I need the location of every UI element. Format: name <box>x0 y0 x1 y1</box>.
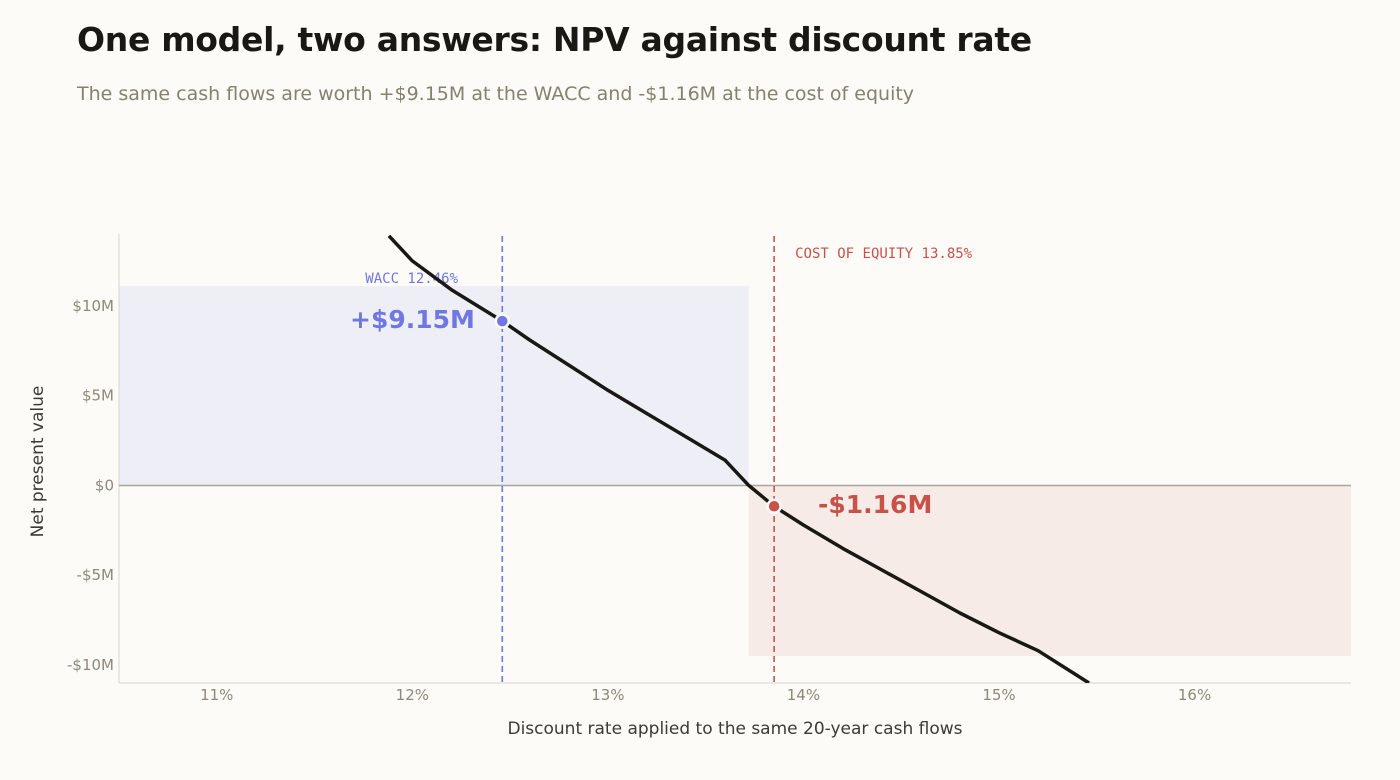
x-tick-label: 14% <box>787 686 820 704</box>
x-tick-label: 13% <box>591 686 624 704</box>
x-tick-label: 15% <box>982 686 1015 704</box>
y-tick-label: -$10M <box>67 656 114 674</box>
cost-of-equity-line-label: COST OF EQUITY 13.85% <box>795 246 973 262</box>
cost-of-equity-value-label: -$1.16M <box>818 490 932 519</box>
cost-of-equity-point <box>766 498 782 515</box>
chart-subtitle: The same cash flows are worth +$9.15M at… <box>77 83 915 105</box>
x-axis-title: Discount rate applied to the same 20-yea… <box>507 719 962 739</box>
negative-band <box>748 485 1351 657</box>
wacc-value-label: +$9.15M <box>350 305 475 334</box>
positive-band <box>119 286 749 486</box>
chart-title: One model, two answers: NPV against disc… <box>77 20 1032 59</box>
axes <box>118 234 1351 684</box>
x-tick-label: 16% <box>1178 686 1211 704</box>
wacc-point <box>494 313 511 329</box>
y-tick-label: $5M <box>82 387 114 405</box>
y-tick-label: $10M <box>72 297 114 315</box>
reference-lines: WACC 12.46% COST OF EQUITY 13.85% <box>365 236 973 683</box>
x-tick-label: 11% <box>200 686 233 704</box>
marker-group: +$9.15M -$1.16M <box>350 305 932 519</box>
wacc-line-label: WACC 12.46% <box>365 271 458 287</box>
x-tick-label: 12% <box>396 686 429 704</box>
shaded-bands <box>119 286 1351 657</box>
y-tick-label: -$5M <box>77 566 114 584</box>
y-tick-label: $0 <box>95 476 114 494</box>
tick-labels: $10M $5M $0 -$5M -$10M 11% 12% 13% 14% 15% 16% <box>67 297 1211 704</box>
y-axis-title: Net present value <box>28 386 48 538</box>
